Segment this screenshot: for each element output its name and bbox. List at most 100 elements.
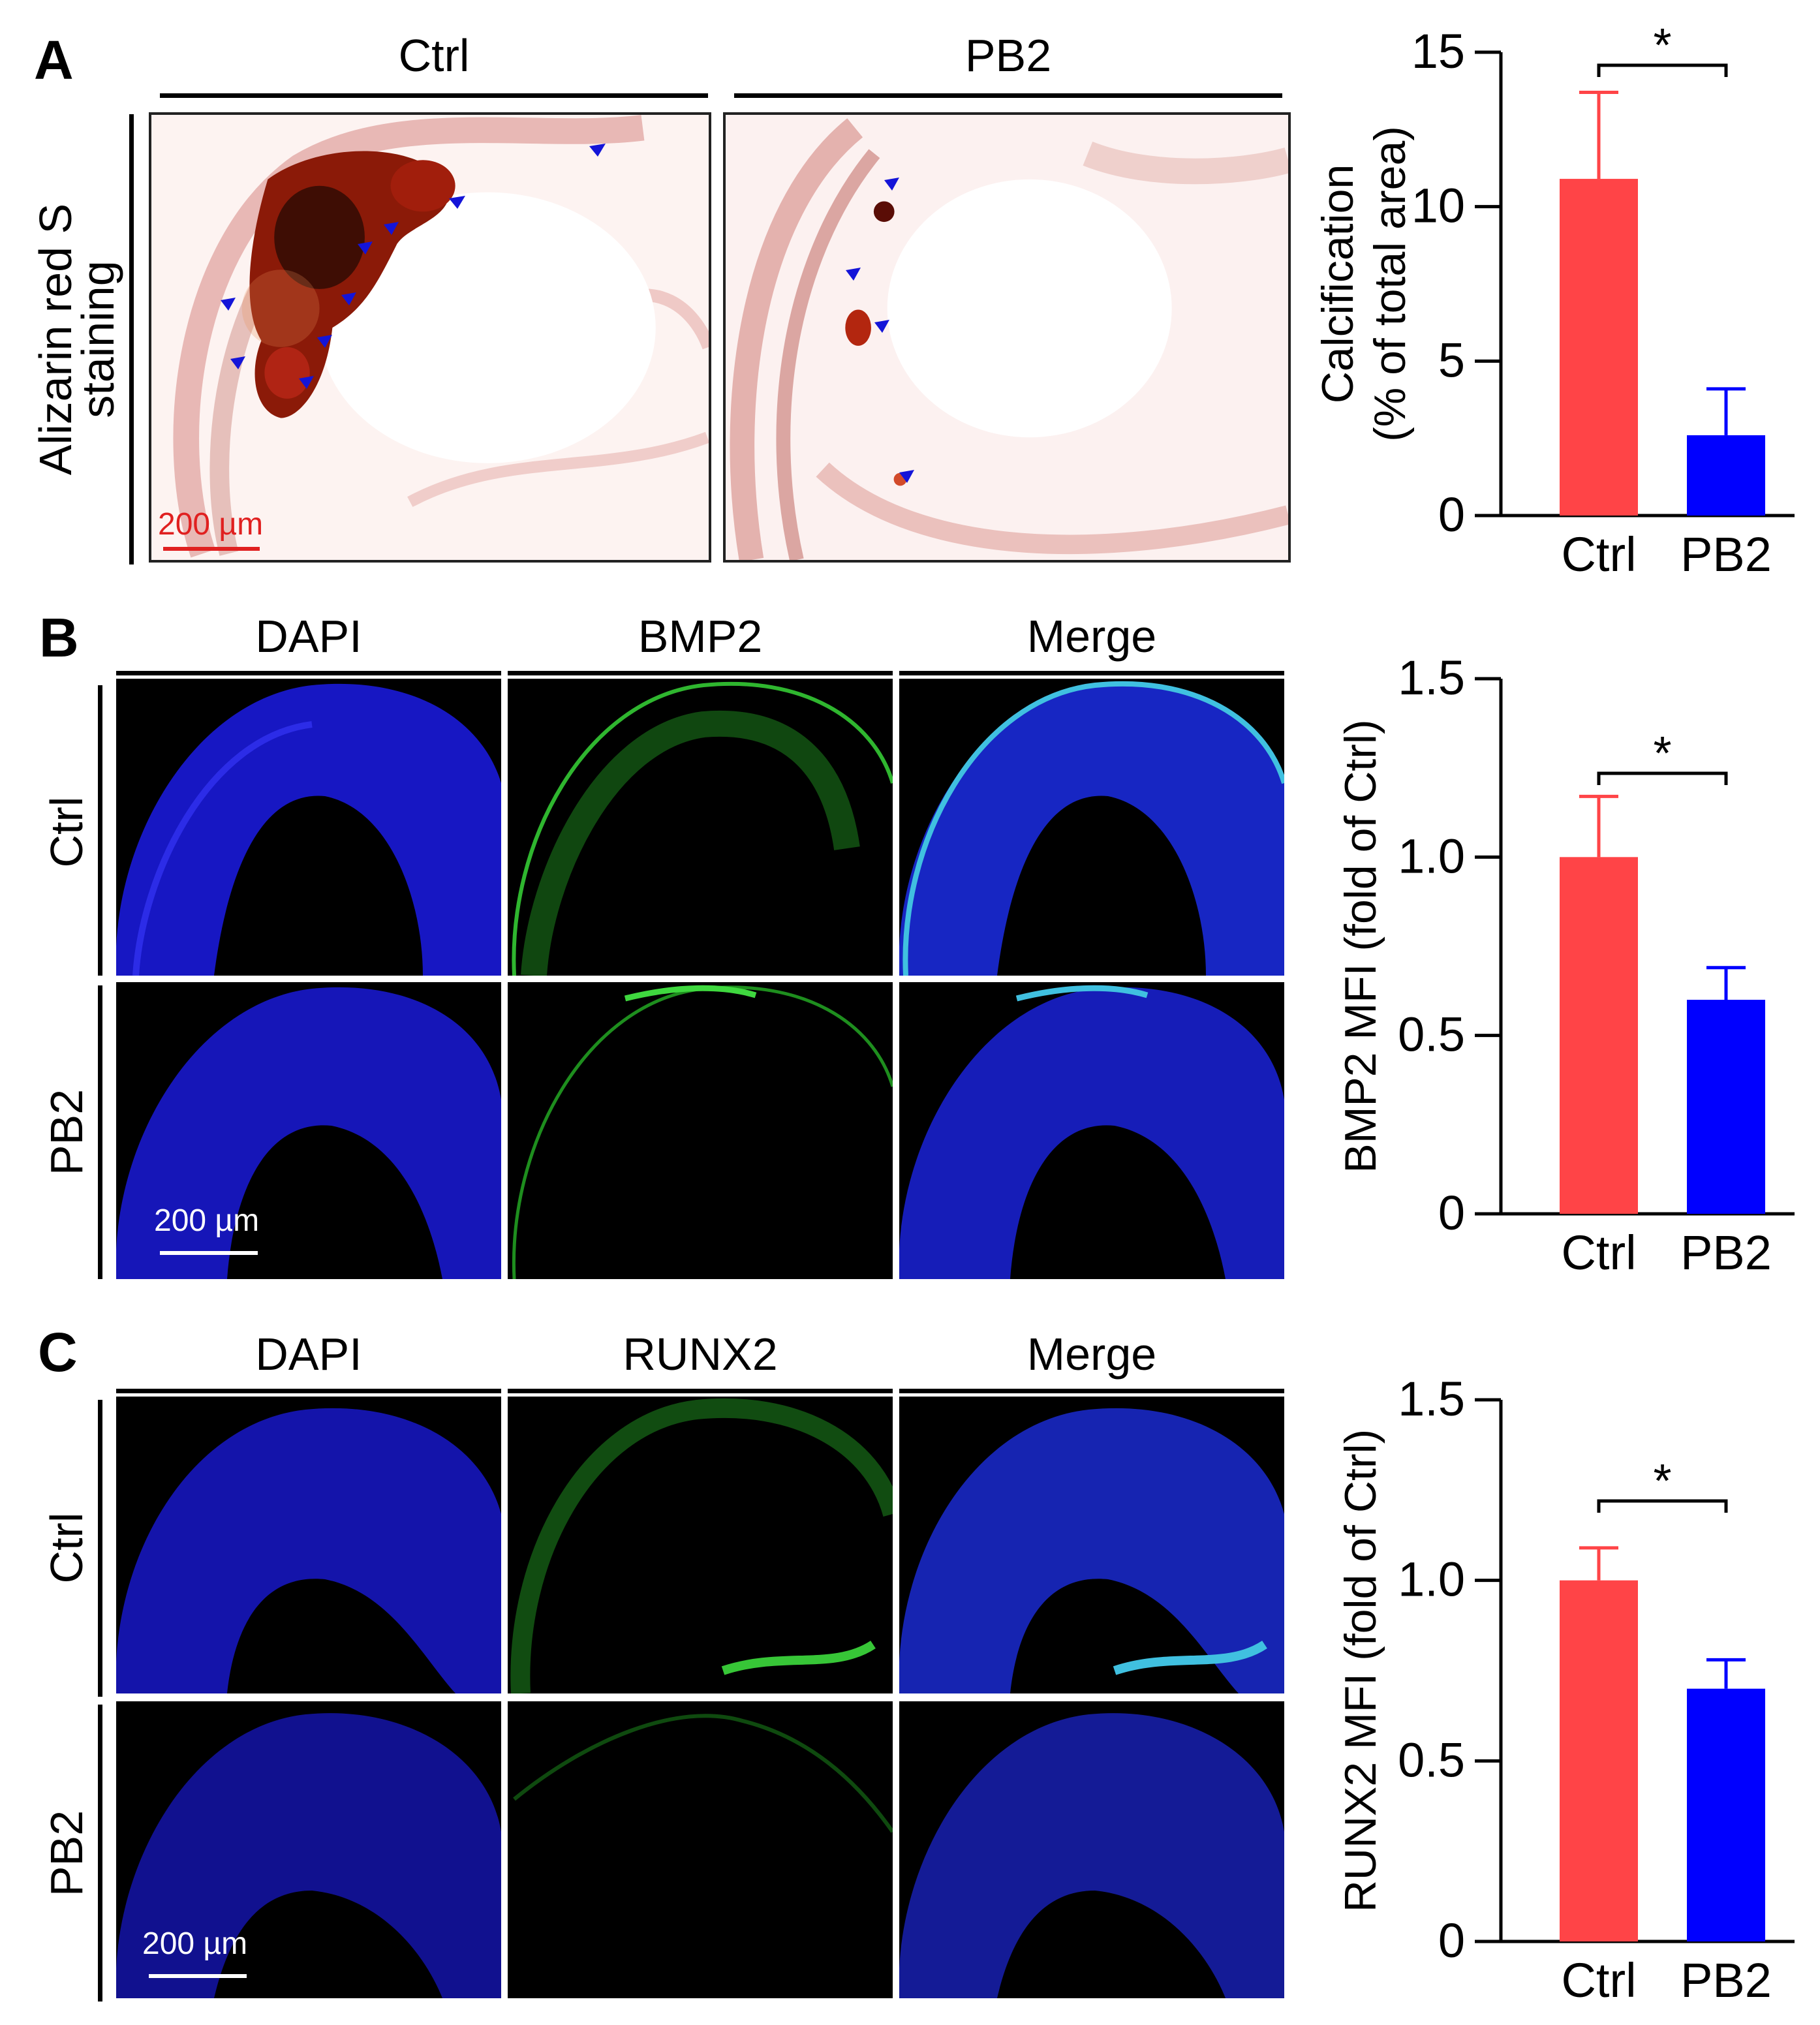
bmp2-ctrl-dapi — [116, 679, 501, 976]
arrowhead-icon — [221, 298, 236, 311]
runx2-mfi-chart: 0 0.5 1.0 1.5 RUNX2 MFI (fold of Ctrl) Ctrl PB… — [1299, 1361, 1814, 2020]
panel-c-bracket-pb2 — [98, 1705, 102, 2002]
panel-a-header-pb2: PB2 — [964, 30, 1052, 81]
bar-ctrl — [1560, 857, 1638, 1214]
y-tick-label: 1.0 — [1398, 829, 1465, 883]
bmp2-ctrl-merge — [899, 679, 1284, 976]
y-tick-label: 0 — [1438, 487, 1465, 542]
arrowhead-icon — [874, 320, 889, 333]
bar-pb2 — [1687, 435, 1765, 516]
y-tick-label: 0 — [1438, 1186, 1465, 1240]
panel-a-row-label-1: Alizarin red S — [30, 203, 81, 476]
panel-a-header-line-pb2 — [734, 93, 1282, 98]
panel-c-line-runx2 — [508, 1389, 893, 1393]
panel-b-row-ctrl: Ctrl — [41, 796, 92, 868]
panel-c-header-merge: Merge — [1026, 1329, 1157, 1380]
panel-c-header-runx2: RUNX2 — [623, 1329, 778, 1380]
y-axis-label: (% of total area) — [1365, 126, 1415, 442]
panel-b-line-bmp2 — [508, 671, 893, 675]
panel-b-line-dapi — [116, 671, 501, 675]
runx2-pb2-dapi — [116, 1701, 501, 1998]
calcification-chart: 0 5 10 15 Calcification (% of total area) Ctrl… — [1299, 13, 1814, 594]
arrowhead-icon — [884, 178, 899, 191]
bmp2-ctrl-bmp2 — [508, 679, 893, 976]
significance-star: * — [1653, 1455, 1671, 1507]
arrowhead-icon — [449, 196, 465, 209]
runx2-ctrl-merge — [899, 1397, 1284, 1693]
arrowhead-icon — [230, 356, 245, 369]
panel-c-line-dapi — [116, 1389, 501, 1393]
x-tick-label: PB2 — [1680, 1226, 1772, 1280]
panel-c-scale-bar — [149, 1974, 247, 1978]
y-tick-label: 15 — [1411, 24, 1465, 78]
bmp2-pb2-bmp2 — [508, 982, 893, 1279]
y-axis-label: Calcification — [1313, 164, 1363, 404]
significance-bracket — [1597, 771, 1728, 785]
runx2-ctrl-dapi — [116, 1397, 501, 1693]
panel-b-scale-bar — [160, 1251, 258, 1255]
y-tick-label: 5 — [1438, 333, 1465, 387]
arrowhead-overlay — [221, 144, 914, 483]
bar-ctrl — [1560, 1580, 1638, 1941]
runx2-ctrl-runx2 — [508, 1397, 893, 1693]
x-tick-label: PB2 — [1680, 527, 1772, 581]
arrowhead-icon — [317, 335, 332, 348]
x-tick-label: Ctrl — [1561, 1953, 1636, 2007]
y-tick-label: 10 — [1411, 179, 1465, 233]
alizarin-ctrl-micrograph — [149, 112, 711, 563]
panel-c-bracket-ctrl — [98, 1400, 102, 1697]
x-tick-label: PB2 — [1680, 1953, 1772, 2007]
bar-pb2 — [1687, 1000, 1765, 1214]
bmp2-mfi-chart: 0 0.5 1.0 1.5 BMP2 MFI (fold of Ctrl) Ctrl PB2… — [1299, 640, 1814, 1292]
panel-c-line-merge — [899, 1389, 1284, 1393]
panel-a-letter: A — [34, 29, 74, 91]
panel-a-header-line-ctrl — [160, 93, 708, 98]
y-tick-label: 1.0 — [1398, 1553, 1465, 1607]
panel-b-bracket-pb2 — [98, 985, 102, 1279]
panel-c-scale-label: 200 µm — [142, 1926, 248, 1961]
y-tick-label: 0.5 — [1398, 1008, 1465, 1062]
significance-star: * — [1653, 20, 1671, 72]
panel-a-scale-bar — [163, 547, 260, 551]
panel-b-line-merge — [899, 671, 1284, 675]
bmp2-pb2-dapi — [116, 982, 501, 1279]
panel-c-letter: C — [38, 1322, 78, 1383]
significance-bracket — [1597, 1499, 1728, 1513]
significance-star: * — [1653, 728, 1671, 780]
bar-pb2 — [1687, 1688, 1765, 1941]
y-tick-label: 1.5 — [1398, 1372, 1465, 1426]
panel-a-row-bracket — [129, 114, 134, 564]
panel-b-letter: B — [39, 607, 79, 668]
panel-b-scale-label: 200 µm — [154, 1203, 260, 1238]
x-tick-label: Ctrl — [1561, 527, 1636, 581]
runx2-pb2-runx2 — [508, 1701, 893, 1998]
panel-c-row-ctrl: Ctrl — [41, 1512, 92, 1584]
panel-a-header-ctrl: Ctrl — [398, 30, 470, 81]
panel-b-row-pb2: PB2 — [41, 1089, 92, 1176]
bmp2-pb2-merge — [899, 982, 1284, 1279]
arrowhead-icon — [899, 470, 914, 483]
arrowhead-icon — [358, 241, 373, 255]
panel-b-header-bmp2: BMP2 — [638, 611, 763, 662]
arrowhead-icon — [384, 222, 399, 235]
x-tick-label: Ctrl — [1561, 1226, 1636, 1280]
arrowhead-icon — [846, 268, 861, 281]
significance-bracket — [1597, 63, 1728, 77]
panel-c-header-dapi: DAPI — [255, 1329, 362, 1380]
y-tick-label: 0 — [1438, 1913, 1465, 1968]
arrowhead-icon — [299, 376, 314, 389]
alizarin-pb2-micrograph — [723, 112, 1291, 563]
panel-b-bracket-ctrl — [98, 685, 102, 976]
bar-ctrl — [1560, 179, 1638, 516]
y-axis-label: BMP2 MFI (fold of Ctrl) — [1336, 719, 1385, 1173]
y-tick-label: 1.5 — [1398, 651, 1465, 705]
y-axis-label: RUNX2 MFI (fold of Ctrl) — [1336, 1429, 1385, 1913]
arrowhead-icon — [589, 144, 606, 157]
panel-b-header-merge: Merge — [1026, 611, 1157, 662]
panel-a-scale-label: 200 µm — [158, 507, 264, 542]
y-tick-label: 0.5 — [1398, 1733, 1465, 1787]
panel-b-header-dapi: DAPI — [255, 611, 362, 662]
panel-c-row-pb2: PB2 — [41, 1810, 92, 1897]
runx2-pb2-merge — [899, 1701, 1284, 1998]
arrowhead-icon — [341, 292, 356, 305]
